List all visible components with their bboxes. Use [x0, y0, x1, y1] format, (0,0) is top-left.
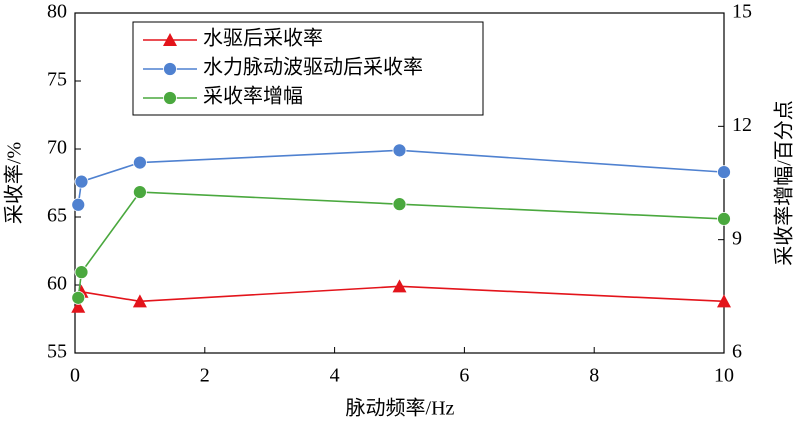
y2-tick-label: 12 — [732, 114, 752, 136]
data-point — [132, 185, 147, 199]
data-point — [717, 294, 731, 308]
y-tick-label: 80 — [47, 1, 67, 23]
data-point — [74, 265, 89, 280]
x-tick-label: 10 — [714, 365, 734, 387]
y2-axis-label: 采收率增幅/百分点 — [773, 100, 796, 266]
y-tick-label: 70 — [47, 137, 67, 159]
data-point — [392, 197, 407, 212]
x-axis-label: 脉动频率/Hz — [346, 397, 455, 420]
x-tick-label: 6 — [459, 365, 469, 387]
data-point — [392, 279, 407, 293]
y2-tick-label: 15 — [732, 1, 752, 23]
legend-label: 水力脉动波驱动后采收率 — [203, 56, 423, 79]
y-tick-label: 55 — [47, 341, 67, 363]
data-point — [74, 174, 89, 189]
series-line — [77, 149, 725, 205]
y-tick-label: 75 — [47, 69, 67, 91]
data-point — [71, 290, 86, 305]
x-tick-label: 2 — [200, 365, 210, 387]
x-tick-label: 4 — [330, 365, 340, 387]
legend-marker — [163, 91, 177, 105]
y-tick-label: 65 — [47, 205, 67, 227]
data-point — [71, 197, 86, 212]
data-point — [717, 211, 731, 226]
legend-marker — [163, 33, 177, 46]
y-axis-label: 采收率/% — [3, 142, 26, 224]
y2-tick-label: 9 — [732, 227, 742, 249]
x-tick-label: 0 — [70, 365, 80, 387]
y-tick-label: 60 — [47, 273, 67, 295]
legend-label: 水驱后采收率 — [203, 27, 323, 50]
data-point — [132, 155, 147, 170]
x-tick-label: 8 — [589, 365, 599, 387]
y2-tick-label: 6 — [732, 341, 742, 363]
data-point — [132, 294, 147, 308]
data-point — [717, 165, 731, 180]
legend-label: 采收率增幅 — [203, 85, 303, 108]
data-point — [392, 143, 407, 158]
data-point — [71, 299, 86, 313]
legend-marker — [163, 62, 177, 76]
